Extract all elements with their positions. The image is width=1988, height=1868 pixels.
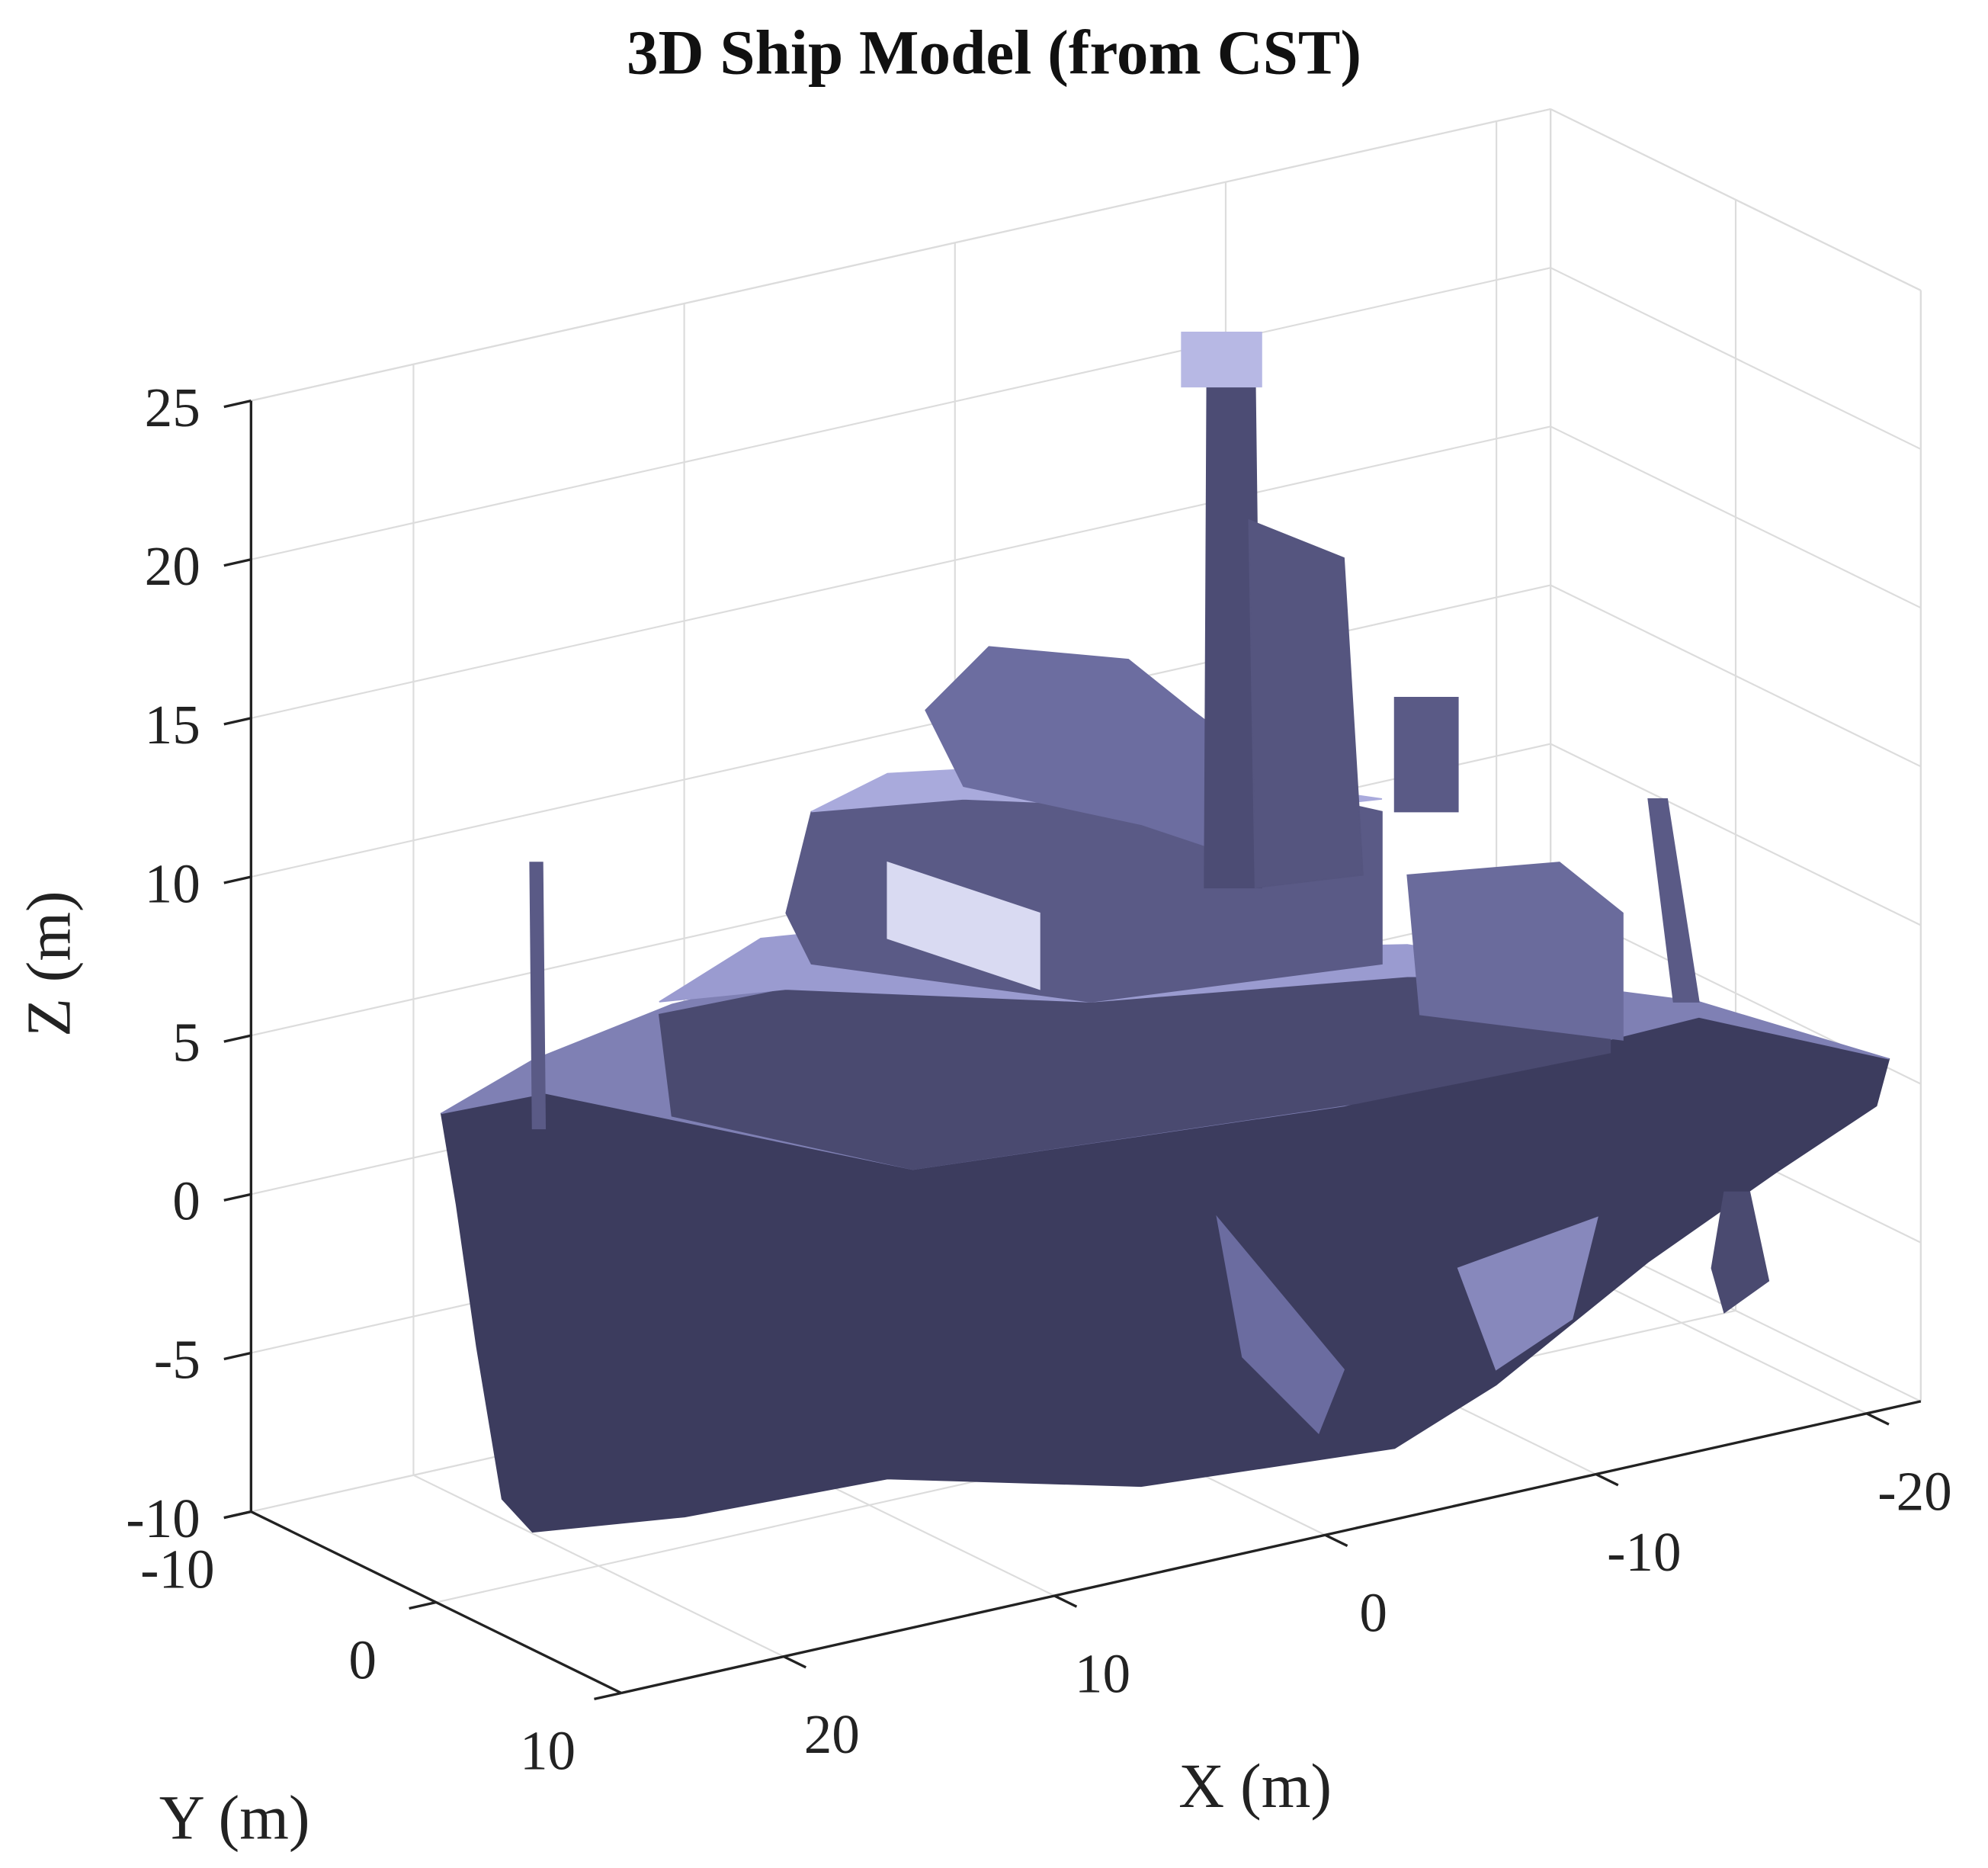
aft-block [1393,696,1459,813]
z-axis-label: Z (m) [13,891,83,1037]
grid-line [251,425,1551,719]
x-tick [783,1655,806,1669]
z-tick-label: -10 [126,1488,200,1549]
box-edge [251,108,1551,402]
aft-house [1406,862,1624,1041]
bridge-windows [887,861,1040,990]
y-tick-label: 10 [520,1719,576,1781]
box-edge [1550,108,1922,291]
z-tick [223,1351,252,1361]
x-axis-label: X (m) [1178,1751,1332,1821]
z-tick [223,558,252,567]
z-tick [223,1192,252,1202]
y-tick-label: 0 [348,1629,377,1690]
x-tick [1324,1533,1348,1548]
x-tick [1595,1473,1619,1487]
grid-line [1550,425,1922,609]
hull-facet [1216,1215,1345,1434]
x-tick [1053,1594,1078,1608]
mast-top [1181,331,1262,388]
aft-mast [1647,798,1700,1003]
y-tick [409,1600,437,1610]
z-tick [223,717,252,726]
funnel [1248,518,1364,889]
z-tick-label: 15 [145,694,200,756]
z-tick [223,399,252,409]
bow-mast [529,862,547,1130]
y-tick-label: -10 [140,1538,215,1600]
z-tick-label: -5 [154,1329,200,1391]
z-tick-label: 0 [172,1170,200,1232]
z-tick-label: 5 [172,1011,200,1073]
z-tick-label: 10 [145,852,200,914]
x-tick [1866,1412,1890,1426]
grid-line [251,267,1551,560]
z-tick [223,1034,252,1043]
axes: -10 -5 0 5 10 15 20 25 -10 0 10 -20 -10 0 10 20 [126,377,1952,1781]
x-tick-label: 10 [1075,1642,1130,1704]
keel-facet [1457,1216,1598,1371]
z-tick-label: 20 [145,535,200,597]
x-tick-label: -20 [1877,1460,1952,1522]
x-axis [620,1400,1922,1695]
x-tick-label: 20 [804,1703,860,1765]
z-tick-label: 25 [145,377,200,438]
z-tick [223,875,252,884]
grid-line [1550,584,1922,768]
y-axis-label: Y (m) [159,1783,310,1853]
grid-line [1550,743,1922,926]
y-tick [223,1510,252,1520]
y-tick [594,1691,622,1701]
chart-title: 3D Ship Model (from CST) [627,17,1361,87]
ship-model [440,331,1890,1533]
propeller [1711,1191,1770,1314]
x-tick-label: -10 [1607,1521,1682,1583]
x-tick-label: 0 [1359,1582,1387,1644]
grid-line [1550,267,1922,451]
